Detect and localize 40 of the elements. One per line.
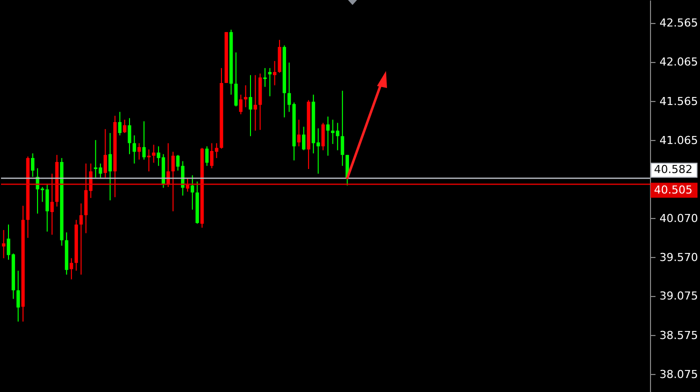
candlestick [244,84,248,108]
candlestick [31,152,34,178]
candlestick [321,122,325,151]
y-tick-label: 41.065 [660,134,698,147]
candlestick [50,173,54,236]
candlestick [108,132,112,201]
y-tick-label: 39.570 [660,250,698,264]
candlestick [152,144,156,164]
candlestick [239,94,243,115]
ref-line-label: 40.505 [654,183,692,196]
candlestick [118,111,122,136]
candlestick [122,119,126,134]
candlestick [272,60,276,86]
y-tick-label: 40.070 [660,212,698,225]
candlestick [268,68,272,97]
candlestick [190,174,194,210]
y-tick-label: 42.065 [660,56,698,69]
candlestick [297,119,301,147]
y-tick-label: 38.575 [660,328,698,342]
candlestick [2,230,6,259]
ref-line-label: 40.582 [654,163,692,176]
candlestick [147,148,151,172]
y-tick-label: 41.565 [660,94,698,108]
candlestick [171,151,175,212]
candlestick [104,128,107,178]
candlestick [302,126,306,151]
candlestick [142,120,146,160]
candlestick [16,270,20,322]
y-tick-label: 38.075 [660,368,698,381]
candlestick [79,202,83,276]
candlestick [186,178,190,192]
candlestick [326,116,330,156]
candlestick [254,74,258,132]
candlestick [70,258,74,280]
candlestick [137,142,141,160]
candlestick [205,146,209,166]
candlestick [132,134,136,164]
y-tick-label: 42.565 [660,16,698,30]
y-tick-label: 39.075 [660,290,698,303]
candlestick [340,90,344,166]
